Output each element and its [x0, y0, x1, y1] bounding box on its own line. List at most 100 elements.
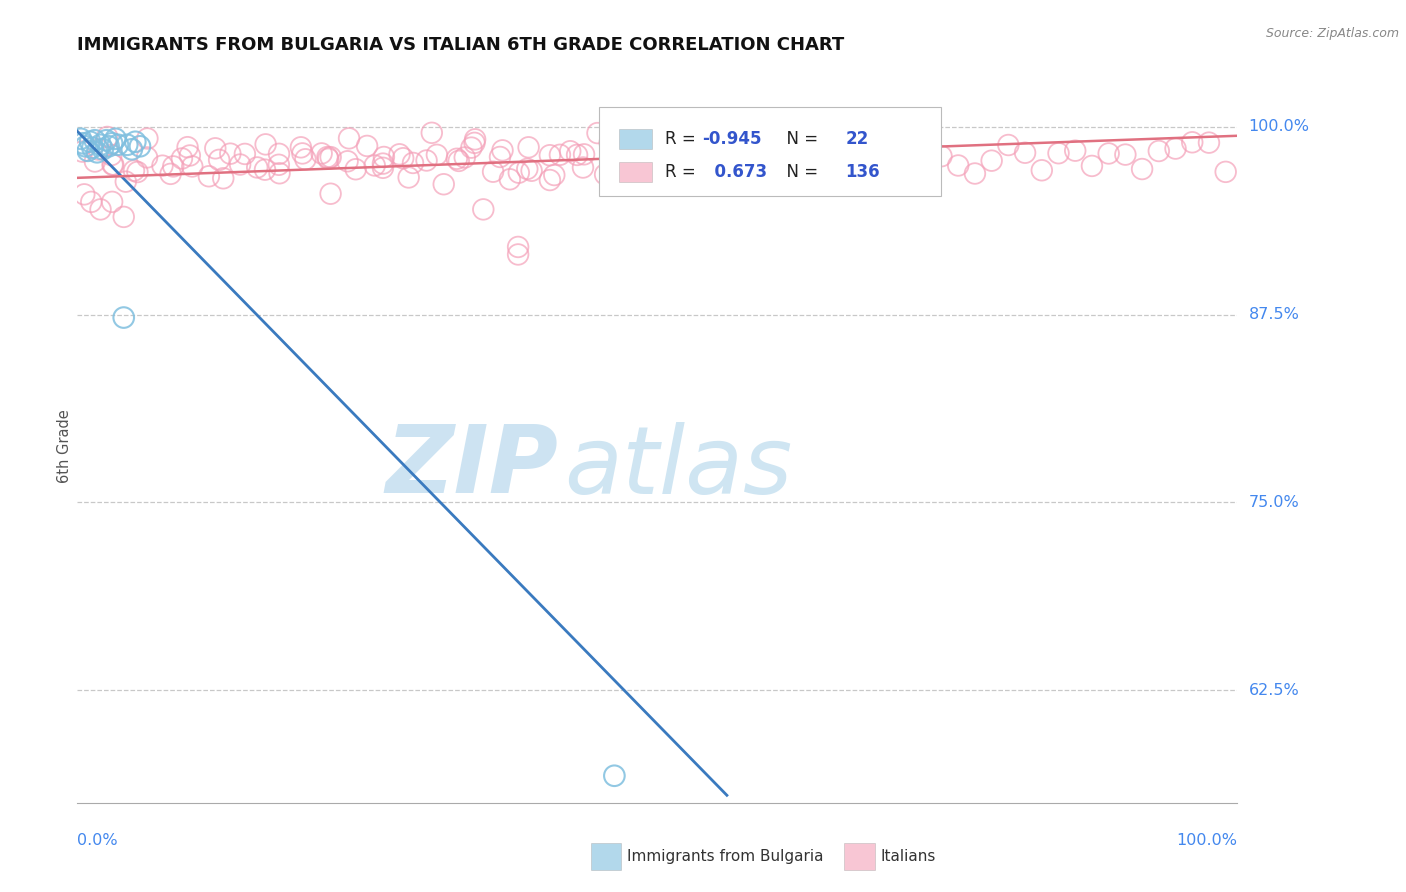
Point — [72, 136, 94, 151]
Text: R =: R = — [665, 163, 702, 181]
Point — [69, 132, 91, 146]
Point — [548, 148, 571, 162]
Text: Italians: Italians — [880, 849, 935, 863]
Point — [1147, 144, 1170, 158]
Point — [1031, 163, 1053, 178]
Point — [316, 150, 339, 164]
Point — [319, 186, 342, 201]
Text: ZIP: ZIP — [385, 421, 558, 514]
Point — [572, 147, 595, 161]
Point — [1164, 142, 1187, 156]
Point — [152, 159, 174, 173]
Text: R =: R = — [665, 130, 702, 148]
Point — [747, 148, 769, 162]
Point — [1114, 147, 1136, 161]
Point — [104, 132, 127, 146]
Point — [679, 149, 702, 163]
Point — [506, 240, 529, 254]
Point — [1181, 136, 1204, 150]
Point — [371, 161, 394, 175]
Point — [294, 153, 316, 167]
Point — [460, 140, 482, 154]
Point — [506, 247, 529, 261]
Point — [1215, 165, 1237, 179]
Point — [83, 154, 105, 169]
Point — [931, 149, 953, 163]
Point — [426, 148, 449, 162]
Point — [538, 173, 561, 187]
Point — [107, 137, 129, 152]
Point — [1098, 146, 1121, 161]
Point — [179, 148, 201, 162]
Point — [813, 141, 835, 155]
Text: 75.0%: 75.0% — [1249, 495, 1299, 510]
Point — [91, 142, 114, 156]
Text: 87.5%: 87.5% — [1249, 307, 1299, 322]
Point — [159, 167, 181, 181]
Point — [398, 170, 420, 185]
Text: 136: 136 — [845, 163, 880, 181]
Point — [565, 148, 588, 162]
Point — [627, 140, 650, 154]
Point — [520, 163, 543, 178]
Point — [489, 150, 512, 164]
Point — [997, 138, 1019, 153]
Point — [897, 139, 920, 153]
Point — [319, 150, 342, 164]
Point — [87, 143, 110, 157]
Point — [170, 152, 193, 166]
Point — [713, 145, 735, 159]
Point — [112, 210, 135, 224]
Text: IMMIGRANTS FROM BULGARIA VS ITALIAN 6TH GRADE CORRELATION CHART: IMMIGRANTS FROM BULGARIA VS ITALIAN 6TH … — [77, 36, 845, 54]
Point — [619, 154, 641, 169]
Point — [233, 147, 256, 161]
Point — [415, 153, 437, 168]
Point — [402, 156, 425, 170]
Point — [603, 769, 626, 783]
Text: 0.673: 0.673 — [703, 163, 766, 181]
Y-axis label: 6th Grade: 6th Grade — [56, 409, 72, 483]
Point — [90, 137, 111, 152]
Point — [208, 153, 231, 167]
Point — [162, 160, 184, 174]
Text: 100.0%: 100.0% — [1249, 120, 1309, 135]
Point — [122, 163, 145, 178]
Point — [797, 122, 820, 136]
Point — [696, 145, 718, 159]
Point — [90, 202, 111, 217]
Point — [846, 161, 869, 176]
Point — [83, 133, 105, 147]
Point — [447, 153, 470, 168]
Text: 22: 22 — [845, 130, 869, 148]
Point — [229, 157, 252, 171]
Point — [602, 164, 624, 178]
Point — [267, 146, 290, 161]
Point — [464, 132, 486, 146]
Point — [517, 140, 540, 154]
Point — [599, 136, 621, 150]
Point — [980, 153, 1002, 168]
Point — [1014, 145, 1036, 160]
Point — [420, 126, 443, 140]
Point — [392, 151, 415, 165]
Point — [290, 140, 312, 154]
Point — [291, 146, 314, 161]
Point — [311, 146, 333, 161]
Point — [538, 148, 561, 162]
Point — [593, 168, 616, 182]
Point — [914, 143, 936, 157]
Text: Source: ZipAtlas.com: Source: ZipAtlas.com — [1265, 27, 1399, 40]
Point — [72, 145, 94, 159]
Point — [80, 194, 103, 209]
Point — [79, 135, 101, 149]
Point — [267, 158, 290, 172]
Point — [136, 131, 159, 145]
Point — [121, 142, 143, 156]
Point — [612, 138, 634, 153]
Point — [454, 151, 477, 165]
Point — [253, 162, 276, 177]
Point — [446, 152, 468, 166]
Point — [371, 156, 394, 170]
Point — [82, 141, 104, 155]
Point — [344, 162, 367, 177]
